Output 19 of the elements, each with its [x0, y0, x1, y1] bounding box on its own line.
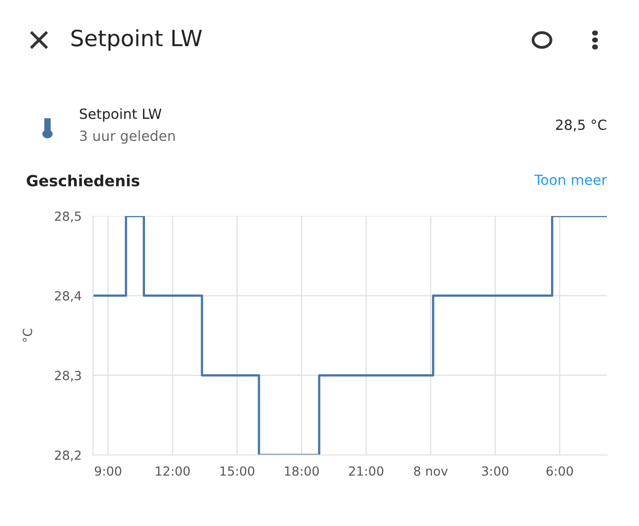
text: Toon meer [534, 174, 607, 186]
x-tick-label: 15:00 [220, 466, 254, 476]
chart-title: Setpoint LW [80, 108, 162, 122]
text: Setpoint LW [71, 29, 202, 51]
x-tick-label: 9:00 [94, 466, 122, 476]
x-tick-label: 21:00 [349, 466, 384, 476]
x-tick-label: 18:00 [284, 466, 319, 476]
x-tick-label: 12:00 [156, 466, 190, 476]
x-tick-label: 8 nov [414, 466, 448, 476]
y-tick-label: 28,3 [54, 370, 81, 382]
x-tick-label: 6:00 [546, 466, 573, 476]
text: 28,5 °C [556, 120, 606, 132]
text: 3 uur geleden [80, 130, 175, 144]
y-tick-label: 28,4 [54, 291, 82, 302]
y-tick-label: 28,5 [54, 211, 81, 222]
y-axis-title: °C [22, 328, 32, 342]
y-tick-label: 28,2 [54, 450, 81, 462]
x-tick-label: 3:00 [482, 466, 508, 476]
text: Geschiedenis [26, 174, 140, 186]
